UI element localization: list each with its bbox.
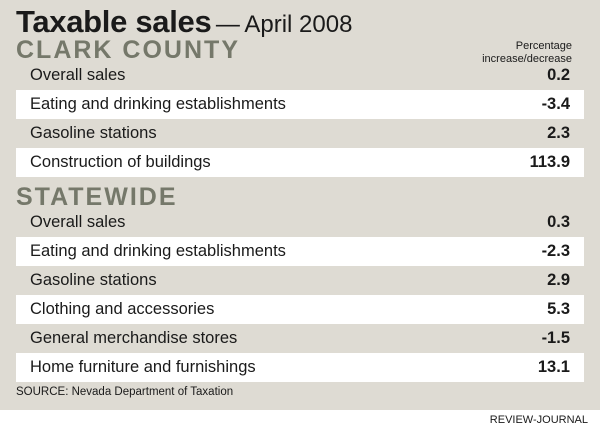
- table-row: Overall sales 0.3: [16, 208, 584, 237]
- row-value: -3.4: [541, 95, 570, 113]
- row-label: Eating and drinking establishments: [30, 242, 286, 260]
- chart-title: Taxable sales — April 2008: [16, 4, 352, 40]
- row-label: Overall sales: [30, 213, 126, 231]
- row-label: Home furniture and furnishings: [30, 358, 256, 376]
- row-label: Eating and drinking establishments: [30, 95, 286, 113]
- row-value: -1.5: [541, 329, 570, 347]
- table-row: Eating and drinking establishments -2.3: [16, 237, 584, 266]
- column-header: Percentage increase/decrease: [482, 40, 572, 66]
- section-heading-clark-county: CLARK COUNTY: [16, 36, 240, 64]
- table-row: Gasoline stations 2.3: [16, 119, 584, 148]
- table-row: Gasoline stations 2.9: [16, 266, 584, 295]
- row-value: 113.9: [529, 153, 570, 171]
- title-dash: —: [215, 11, 240, 38]
- source-note: SOURCE: Nevada Department of Taxation: [16, 386, 234, 398]
- row-value: 5.3: [547, 300, 570, 318]
- row-value: 0.2: [547, 66, 570, 84]
- row-value: 13.1: [537, 358, 570, 376]
- column-header-line2: increase/decrease: [482, 53, 572, 65]
- row-label: Construction of buildings: [30, 153, 211, 171]
- row-label: General merchandise stores: [30, 329, 238, 347]
- table-row: Overall sales 0.2: [16, 61, 584, 90]
- title-main: Taxable sales: [16, 4, 212, 39]
- row-value: 0.3: [547, 213, 570, 231]
- row-label: Overall sales: [30, 66, 126, 84]
- section-heading-statewide: STATEWIDE: [16, 183, 178, 211]
- row-label: Clothing and accessories: [30, 300, 215, 318]
- row-label: Gasoline stations: [30, 271, 157, 289]
- table-row: Construction of buildings 113.9: [16, 148, 584, 177]
- table-row: General merchandise stores -1.5: [16, 324, 584, 353]
- row-value: -2.3: [541, 242, 570, 260]
- row-value: 2.3: [547, 124, 570, 142]
- table-row: Eating and drinking establishments -3.4: [16, 90, 584, 119]
- table-row: Home furniture and furnishings 13.1: [16, 353, 584, 382]
- title-subtitle: April 2008: [244, 11, 353, 38]
- column-header-line1: Percentage: [515, 40, 572, 52]
- infographic-panel: Taxable sales — April 2008 Percentage in…: [0, 0, 600, 410]
- credit-line: REVIEW-JOURNAL: [489, 414, 588, 426]
- table-row: Clothing and accessories 5.3: [16, 295, 584, 324]
- row-label: Gasoline stations: [30, 124, 157, 142]
- row-value: 2.9: [547, 271, 570, 289]
